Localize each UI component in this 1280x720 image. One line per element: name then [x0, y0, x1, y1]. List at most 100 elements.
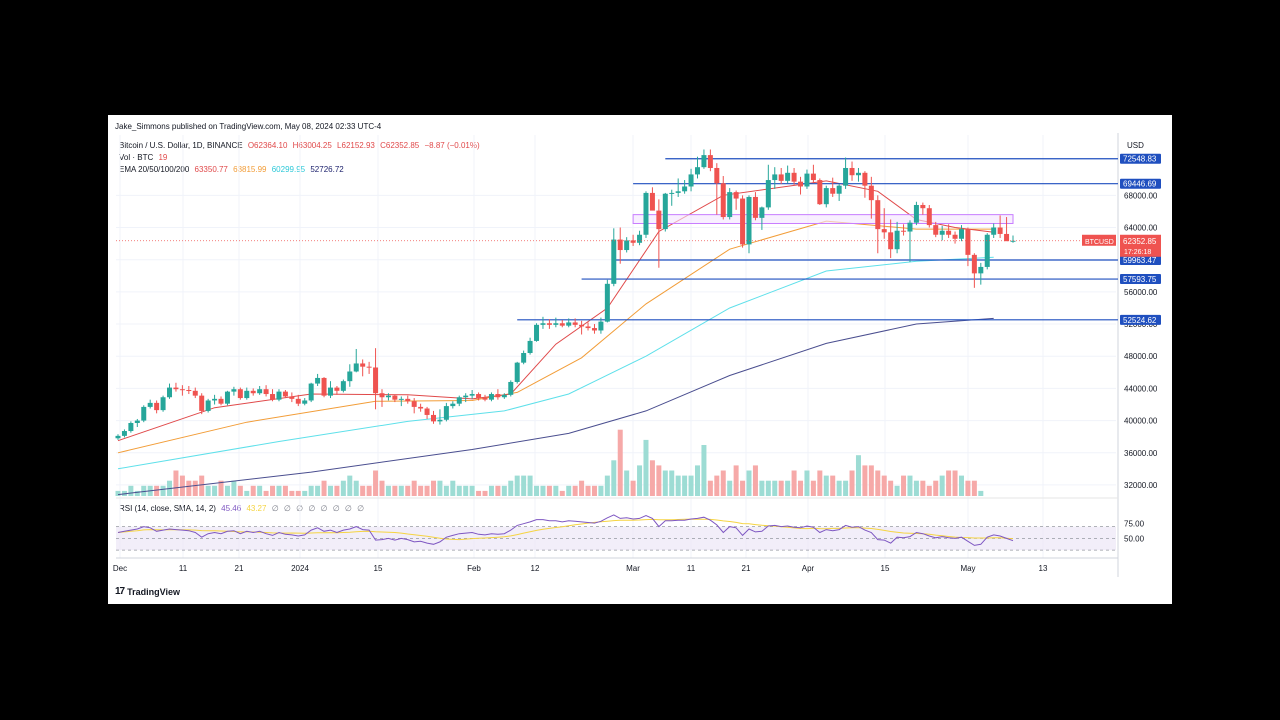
volume-bar — [624, 470, 630, 496]
volume-bar — [572, 485, 578, 496]
volume-bar — [836, 480, 842, 496]
level-price-label-bg — [1120, 314, 1161, 325]
candle-body — [965, 229, 971, 255]
time-axis-tick: Apr — [802, 564, 815, 573]
candle-body — [682, 186, 688, 192]
volume-bar — [604, 475, 610, 496]
time-axis-tick: Dec — [113, 564, 127, 573]
open-value: O62364.10 — [247, 141, 288, 150]
volume-bar — [534, 485, 540, 496]
volume-bar — [707, 480, 713, 496]
candle-body — [488, 394, 494, 400]
volume-bar — [302, 490, 308, 496]
volume-bar — [720, 470, 726, 496]
volume-bar — [952, 470, 958, 496]
candle-body — [823, 188, 829, 205]
volume-bar — [714, 475, 720, 496]
rsi-icon-2[interactable]: ∅ — [283, 504, 291, 513]
volume-bar — [456, 485, 462, 496]
volume-bar — [798, 480, 804, 496]
volume-bar — [282, 485, 288, 496]
candle-body — [566, 322, 572, 326]
candle-body — [527, 340, 533, 354]
level-price-label-bg — [1120, 254, 1161, 265]
volume-bar — [186, 480, 192, 496]
candle-body — [694, 167, 700, 175]
rsi-label[interactable]: RSI (14, close, SMA, 14, 2) — [119, 504, 216, 513]
candle-body — [379, 393, 385, 398]
price-axis-tick: 36000.00 — [1124, 449, 1158, 458]
candle-body — [212, 398, 218, 401]
candle-body — [179, 389, 185, 391]
volume-bar — [778, 480, 784, 496]
volume-bar — [244, 490, 250, 496]
rsi-icon-8[interactable]: ∅ — [357, 504, 365, 513]
volume-bar — [688, 475, 694, 496]
volume-bar — [360, 485, 366, 496]
chart-svg[interactable]: 68000.0064000.0060000.0056000.0052000.00… — [108, 115, 1172, 604]
rsi-icon-6[interactable]: ∅ — [332, 504, 340, 513]
candle-body — [785, 172, 791, 181]
volume-bar — [334, 485, 340, 496]
ema-label[interactable]: EMA 20/50/100/200 — [119, 165, 190, 174]
candle-body — [257, 389, 263, 394]
volume-bar — [289, 490, 295, 496]
candle-body — [649, 192, 655, 211]
rsi-icon-1[interactable]: ∅ — [271, 504, 279, 513]
candle-body — [469, 394, 475, 396]
volume-bar — [379, 480, 385, 496]
candle-body — [546, 323, 552, 325]
candle-body — [508, 381, 514, 395]
currency-label: USD — [1127, 141, 1144, 150]
time-axis-tick: 15 — [881, 564, 890, 573]
volume-bar — [199, 475, 205, 496]
candle-body — [720, 183, 726, 218]
volume-bar — [585, 485, 591, 496]
candle-body — [347, 371, 353, 382]
volume-bar — [179, 475, 185, 496]
candle-body — [978, 266, 984, 274]
rsi-icon-4[interactable]: ∅ — [308, 504, 316, 513]
price-tag-value: 62352.85 — [1123, 237, 1157, 246]
volume-bar — [212, 485, 218, 496]
rsi-icon-7[interactable]: ∅ — [344, 504, 352, 513]
volume-value: 19 — [158, 153, 168, 162]
candle-body — [843, 167, 849, 186]
volume-bar — [694, 465, 700, 496]
volume-bar — [559, 490, 565, 496]
candle-body — [553, 323, 559, 325]
volume-bar — [173, 470, 179, 496]
time-axis-tick: Feb — [467, 564, 481, 573]
volume-bar — [315, 485, 321, 496]
candle-body — [791, 172, 797, 182]
volume-bar — [881, 475, 887, 496]
tradingview-brand[interactable]: 17 TradingView — [115, 586, 180, 597]
volume-bar — [830, 475, 836, 496]
candle-body — [366, 366, 372, 368]
volume-bar — [308, 485, 314, 496]
volume-bar — [746, 470, 752, 496]
volume-bar — [482, 490, 488, 496]
time-axis-tick: 15 — [374, 564, 383, 573]
candle-body — [147, 402, 153, 407]
candle-body — [289, 396, 295, 399]
high-value: H63004.25 — [292, 141, 332, 150]
candle-body — [946, 230, 952, 235]
candle-body — [971, 254, 977, 274]
candle-body — [984, 234, 990, 267]
candle-body — [134, 420, 140, 423]
volume-label[interactable]: Vol · BTC — [119, 153, 154, 162]
symbol-name[interactable]: Bitcoin / U.S. Dollar, 1D, BINANCE — [119, 141, 243, 150]
symbol-legend: Bitcoin / U.S. Dollar, 1D, BINANCE O6236… — [119, 141, 483, 150]
candle-body — [752, 196, 758, 218]
candle-body — [282, 391, 288, 397]
volume-bar — [263, 490, 269, 496]
volume-bar — [463, 485, 469, 496]
volume-bar — [662, 470, 668, 496]
rsi-icon-5[interactable]: ∅ — [320, 504, 328, 513]
candle-body — [276, 391, 282, 400]
candle-body — [997, 227, 1003, 234]
low-value: L62152.93 — [337, 141, 375, 150]
volume-bar — [495, 485, 501, 496]
candle-body — [340, 381, 346, 391]
